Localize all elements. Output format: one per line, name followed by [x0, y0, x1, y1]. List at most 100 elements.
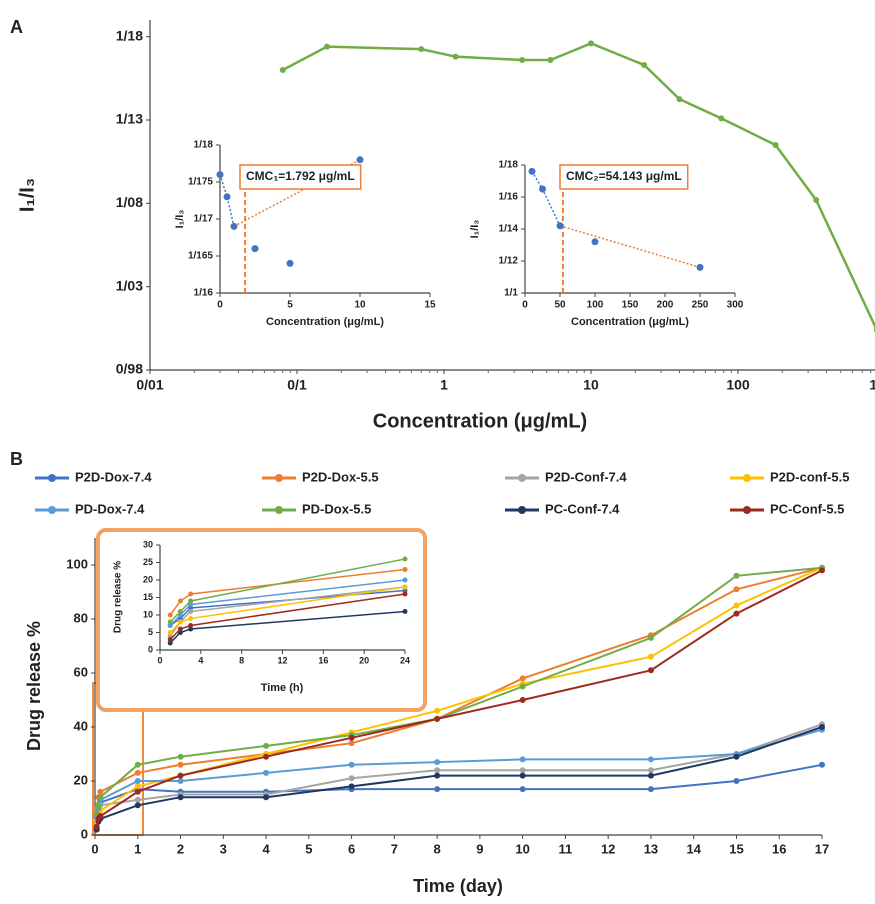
series-line: [95, 723, 823, 825]
inset-a1: 1/16 1/165 1/17 1/175 1/18 0 5 10 15 Concentratio…: [174, 140, 436, 328]
point: [647, 767, 654, 774]
y-axis-label: I₁/I₃: [469, 220, 481, 239]
point: [676, 96, 683, 103]
legend-marker: [518, 474, 526, 482]
y-tick-label: 1/175: [188, 177, 213, 188]
point: [556, 222, 564, 230]
point: [772, 142, 779, 148]
x-tick-label: 9: [476, 841, 483, 856]
point: [188, 623, 194, 628]
y-tick-label: 0/98: [116, 361, 143, 377]
x-tick-label: 13: [644, 841, 658, 856]
y-axis-label: I₁/I₃: [16, 178, 38, 212]
point: [177, 626, 183, 632]
y-tick-label: 0: [81, 826, 88, 841]
legend-label: PD-Dox-7.4: [75, 501, 145, 516]
point: [434, 767, 441, 774]
y-tick-label: 30: [143, 539, 153, 549]
x-tick-label: 12: [601, 841, 615, 856]
y-tick-label: 25: [143, 557, 153, 567]
panel-label: A: [10, 17, 23, 37]
point: [647, 786, 654, 793]
point: [733, 586, 740, 593]
y-tick-label: 1/16: [194, 288, 214, 299]
point: [591, 238, 599, 246]
point: [167, 630, 173, 635]
y-tick-label: 10: [143, 609, 153, 619]
legend-marker: [518, 506, 526, 514]
point: [733, 602, 740, 609]
x-tick-label: 0: [522, 300, 528, 311]
x-tick-label: 300: [727, 300, 744, 311]
point: [519, 683, 526, 690]
legend-label: PD-Dox-5.5: [302, 501, 371, 516]
series-line: [95, 728, 823, 817]
legend-marker: [743, 474, 751, 482]
x-tick-label: 1: [440, 377, 448, 393]
annotation-box: [559, 164, 689, 190]
point: [356, 156, 364, 164]
x-tick-label: 0/01: [136, 377, 163, 393]
inset-b: 0 5 10 15 20 25 30 0 4 8 12 16 20 24 Time (h) Drug rele…: [113, 539, 410, 694]
point: [402, 556, 408, 562]
point: [230, 222, 238, 230]
series-line: [169, 610, 406, 644]
point: [348, 740, 355, 747]
legend-label: P2D-conf-5.5: [770, 469, 849, 484]
point: [588, 40, 594, 47]
point: [134, 769, 141, 776]
point: [97, 788, 104, 795]
y-tick-label: 1/17: [194, 214, 214, 225]
point: [134, 796, 141, 803]
legend-marker: [48, 506, 56, 514]
x-tick-label: 4: [262, 841, 270, 856]
point: [733, 610, 740, 617]
legend-label: PC-Conf-7.4: [545, 501, 620, 516]
x-tick-label: 14: [686, 841, 701, 856]
point: [519, 675, 526, 682]
point: [93, 823, 100, 830]
x-tick-label: 8: [434, 841, 441, 856]
x-tick-label: 5: [305, 841, 312, 856]
point: [402, 609, 408, 614]
point: [434, 772, 441, 779]
fit-line: [219, 174, 235, 227]
annotation-box: [239, 164, 362, 190]
x-axis-label: Concentration (μg/mL): [266, 316, 384, 328]
point: [647, 634, 654, 641]
point: [216, 171, 224, 179]
x-tick-label: 11: [559, 841, 573, 856]
x-tick-label: 20: [359, 655, 369, 665]
y-tick-label: 1/03: [116, 277, 143, 293]
annotation: CMC₁=1.792 μg/mL: [246, 169, 355, 183]
x-tick-label: 10: [515, 841, 529, 856]
x-tick-label: 7: [391, 841, 398, 856]
x-tick-label: 50: [554, 300, 566, 311]
point: [177, 778, 184, 784]
point: [167, 623, 173, 628]
point: [97, 813, 104, 820]
point: [813, 197, 820, 203]
legend-label: PC-Conf-5.5: [770, 501, 844, 516]
y-tick-label: 1/14: [499, 224, 519, 235]
x-tick-label: 250: [692, 300, 709, 311]
point: [718, 115, 725, 122]
point: [819, 567, 825, 574]
series-line: [169, 586, 406, 637]
point: [223, 193, 231, 201]
point: [188, 626, 194, 632]
point: [519, 772, 526, 779]
point: [519, 697, 526, 703]
point: [134, 783, 141, 790]
point: [647, 667, 654, 674]
point: [286, 259, 294, 267]
x-tick-label: 10: [583, 377, 599, 393]
point: [434, 707, 441, 714]
x-tick-label: 8: [239, 655, 244, 665]
y-tick-label: 1/13: [116, 111, 143, 127]
point: [819, 761, 825, 768]
point: [177, 619, 183, 625]
point: [177, 609, 183, 614]
point: [167, 619, 173, 625]
